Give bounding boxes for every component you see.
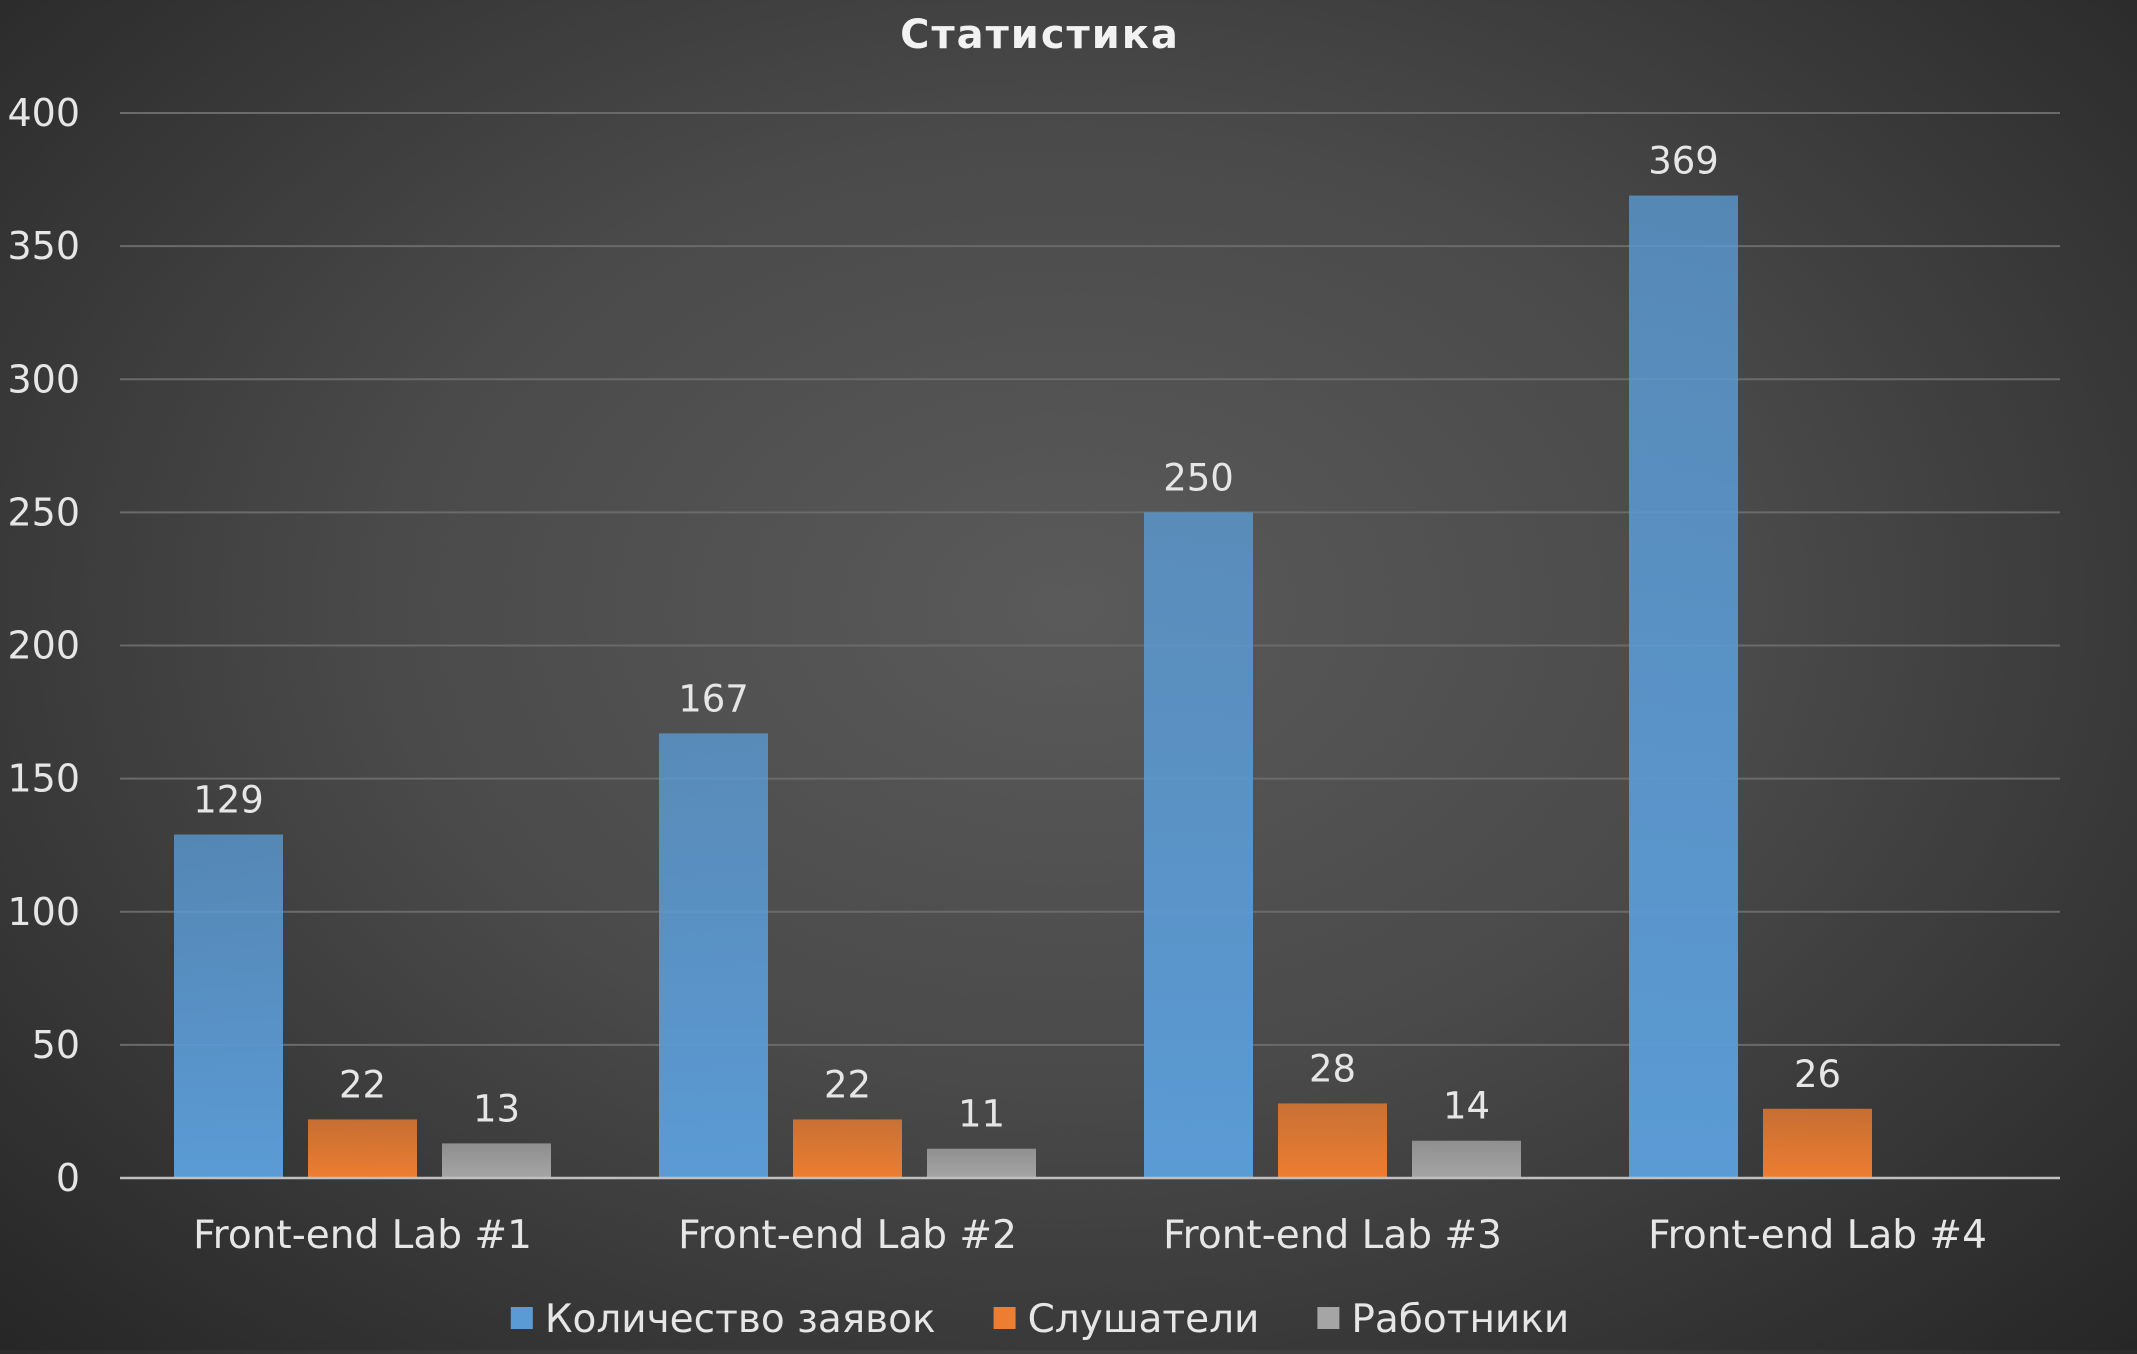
data-label: 369 [1648,140,1719,183]
x-tick-label: Front-end Lab #1 [193,1213,532,1258]
data-label: 167 [678,677,749,720]
bar [308,1119,417,1178]
x-tick-label: Front-end Lab #2 [678,1213,1017,1258]
bar [1144,512,1253,1178]
y-tick-label: 150 [7,757,80,801]
bar [174,834,283,1178]
data-label: 22 [824,1063,871,1106]
gridlines [120,112,2060,1046]
bar [927,1148,1036,1178]
legend: Количество заявок Слушатели Работники [510,1297,1569,1342]
bars [174,195,1872,1179]
x-tick-label: Front-end Lab #4 [1648,1213,1987,1258]
data-label: 13 [473,1087,520,1130]
legend-swatch [510,1307,533,1329]
y-axis-ticks: 0 50 100 150 200 250 300 350 400 [7,91,80,1200]
y-tick-label: 100 [7,890,80,934]
legend-item: Количество заявок [510,1297,936,1342]
legend-label: Слушатели [1028,1297,1260,1342]
legend-swatch [993,1307,1016,1329]
y-tick-label: 50 [32,1023,80,1067]
x-tick-label: Front-end Lab #3 [1163,1213,1502,1258]
bar [1278,1103,1387,1178]
bar [1763,1108,1872,1178]
legend-item: Работники [1317,1297,1569,1342]
y-tick-label: 300 [7,357,80,401]
legend-item: Слушатели [993,1297,1260,1342]
data-label: 11 [958,1093,1005,1136]
data-labels: 129 22 13 167 22 11 250 28 14 369 26 [193,140,1841,1136]
chart-title: Статистика [900,12,1180,58]
data-label: 250 [1163,456,1234,499]
data-label: 14 [1443,1085,1490,1128]
legend-label: Количество заявок [545,1297,936,1342]
y-tick-label: 200 [7,624,80,668]
data-label: 28 [1309,1047,1356,1090]
y-tick-label: 350 [7,224,80,268]
y-tick-label: 250 [7,490,80,534]
bar [442,1143,551,1178]
y-tick-label: 0 [56,1156,80,1200]
bar [659,733,768,1178]
bar [1629,195,1738,1179]
data-label: 26 [1794,1053,1841,1096]
bar [793,1119,902,1178]
bar [1412,1140,1521,1178]
x-axis-ticks: Front-end Lab #1 Front-end Lab #2 Front-en… [193,1213,1987,1258]
legend-swatch [1317,1307,1340,1329]
data-label: 129 [193,779,264,822]
legend-label: Работники [1351,1297,1569,1342]
data-label: 22 [339,1063,386,1106]
y-tick-label: 400 [7,91,80,135]
